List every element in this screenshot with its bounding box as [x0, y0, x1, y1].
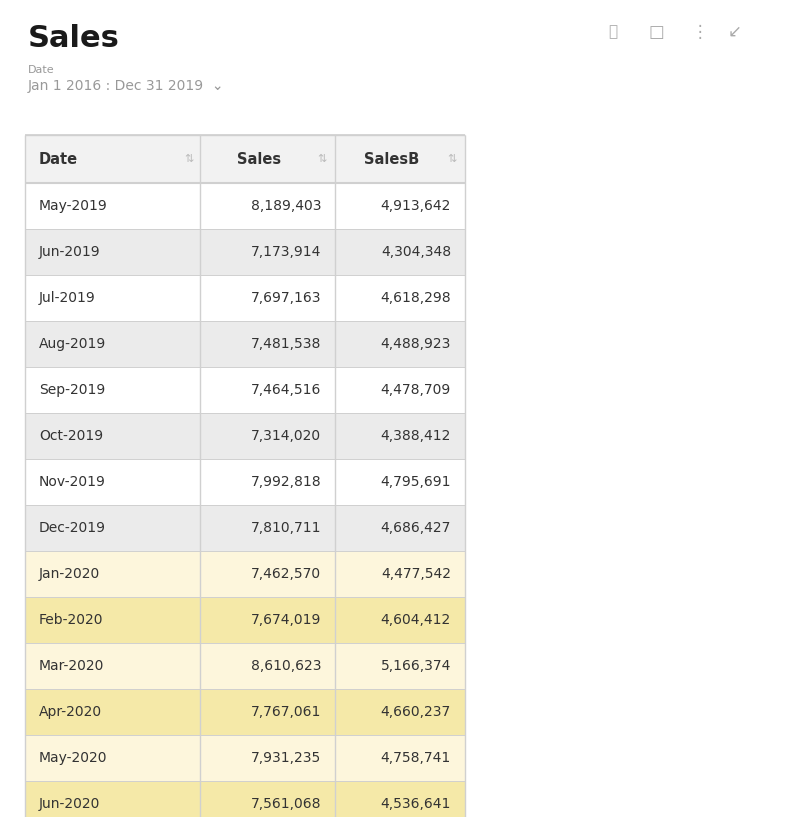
- Text: Nov-2019: Nov-2019: [39, 475, 106, 489]
- Text: Jan 1 2016 : Dec 31 2019  ⌄: Jan 1 2016 : Dec 31 2019 ⌄: [28, 79, 225, 93]
- Text: 4,536,641: 4,536,641: [381, 797, 451, 811]
- Text: 8,189,403: 8,189,403: [250, 199, 321, 213]
- Text: SalesB: SalesB: [364, 151, 420, 167]
- Text: □: □: [648, 23, 664, 41]
- Bar: [25, 689, 465, 735]
- Text: May-2019: May-2019: [39, 199, 108, 213]
- Text: Feb-2020: Feb-2020: [39, 613, 103, 627]
- Bar: [25, 735, 465, 781]
- Text: 4,604,412: 4,604,412: [381, 613, 451, 627]
- Text: 7,992,818: 7,992,818: [250, 475, 321, 489]
- Text: 7,462,570: 7,462,570: [251, 567, 321, 581]
- Text: 7,674,019: 7,674,019: [250, 613, 321, 627]
- Bar: [25, 229, 465, 275]
- Text: 4,795,691: 4,795,691: [381, 475, 451, 489]
- Bar: [25, 781, 465, 817]
- Text: 7,314,020: 7,314,020: [251, 429, 321, 443]
- Text: 7,481,538: 7,481,538: [250, 337, 321, 351]
- Text: Jun-2020: Jun-2020: [39, 797, 100, 811]
- Bar: [25, 321, 465, 367]
- Text: 4,660,237: 4,660,237: [381, 705, 451, 719]
- Text: ⋮: ⋮: [692, 23, 709, 41]
- Text: Sep-2019: Sep-2019: [39, 383, 106, 397]
- Text: Aug-2019: Aug-2019: [39, 337, 106, 351]
- Text: 7,464,516: 7,464,516: [250, 383, 321, 397]
- Text: 7,931,235: 7,931,235: [250, 751, 321, 765]
- Text: Mar-2020: Mar-2020: [39, 659, 104, 673]
- Text: May-2020: May-2020: [39, 751, 107, 765]
- Bar: [25, 367, 465, 413]
- Text: ⇅: ⇅: [317, 154, 326, 164]
- Text: Jan-2020: Jan-2020: [39, 567, 100, 581]
- Text: ⇅: ⇅: [184, 154, 194, 164]
- Text: 7,173,914: 7,173,914: [250, 245, 321, 259]
- Text: ↙: ↙: [728, 23, 742, 41]
- Text: ⇅: ⇅: [447, 154, 456, 164]
- Text: 4,478,709: 4,478,709: [381, 383, 451, 397]
- Text: Jul-2019: Jul-2019: [39, 291, 96, 305]
- Text: Date: Date: [28, 65, 54, 75]
- Bar: [25, 505, 465, 551]
- Text: 4,388,412: 4,388,412: [381, 429, 451, 443]
- Bar: [25, 597, 465, 643]
- Text: 4,304,348: 4,304,348: [381, 245, 451, 259]
- Text: Apr-2020: Apr-2020: [39, 705, 102, 719]
- Text: ⏰: ⏰: [608, 25, 617, 39]
- Bar: [25, 413, 465, 459]
- Text: 7,810,711: 7,810,711: [250, 521, 321, 535]
- Text: 7,767,061: 7,767,061: [250, 705, 321, 719]
- Bar: [25, 183, 465, 229]
- Text: 4,686,427: 4,686,427: [381, 521, 451, 535]
- Text: Date: Date: [39, 151, 78, 167]
- Text: 4,477,542: 4,477,542: [381, 567, 451, 581]
- Text: 5,166,374: 5,166,374: [381, 659, 451, 673]
- Bar: [25, 135, 465, 183]
- Text: Sales: Sales: [238, 151, 282, 167]
- Bar: [25, 551, 465, 597]
- Text: 7,561,068: 7,561,068: [250, 797, 321, 811]
- Text: Oct-2019: Oct-2019: [39, 429, 103, 443]
- Text: 8,610,623: 8,610,623: [250, 659, 321, 673]
- Text: 4,488,923: 4,488,923: [381, 337, 451, 351]
- Text: Sales: Sales: [28, 24, 120, 52]
- Text: 4,913,642: 4,913,642: [381, 199, 451, 213]
- Bar: [25, 643, 465, 689]
- Bar: [25, 275, 465, 321]
- Text: 4,618,298: 4,618,298: [380, 291, 451, 305]
- Text: Jun-2019: Jun-2019: [39, 245, 101, 259]
- Text: 4,758,741: 4,758,741: [381, 751, 451, 765]
- Text: Dec-2019: Dec-2019: [39, 521, 106, 535]
- Text: 7,697,163: 7,697,163: [250, 291, 321, 305]
- Bar: [25, 459, 465, 505]
